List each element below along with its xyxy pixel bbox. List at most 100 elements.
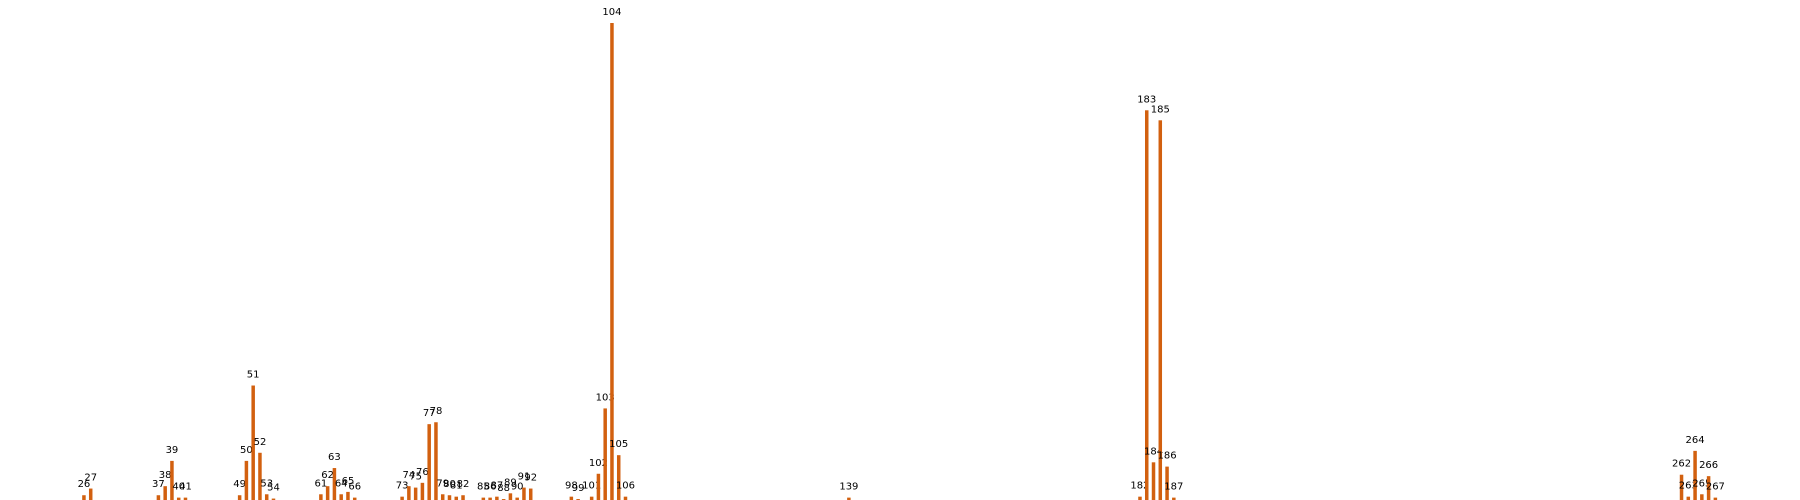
bar xyxy=(88,488,93,500)
bar-label: 51 xyxy=(247,370,260,381)
bar-label: 49 xyxy=(233,479,246,490)
bar-label: 75 xyxy=(409,472,422,483)
bar xyxy=(488,497,492,500)
bar xyxy=(481,497,486,500)
bar-label: 82 xyxy=(457,479,470,490)
bar-label: 98 xyxy=(565,481,578,492)
bar-label: 76 xyxy=(416,467,429,478)
bar-label: 78 xyxy=(430,406,443,417)
bar xyxy=(1693,450,1697,500)
bar xyxy=(1165,466,1169,500)
bar-label: 265 xyxy=(1692,478,1711,489)
bar-label: 81 xyxy=(450,481,463,492)
bar xyxy=(522,487,526,500)
bar xyxy=(1706,476,1711,500)
bar xyxy=(447,495,452,500)
bar xyxy=(332,468,337,500)
bar xyxy=(271,498,276,500)
bar xyxy=(156,495,161,500)
bar xyxy=(400,496,404,500)
bar xyxy=(847,497,851,500)
bar xyxy=(610,23,614,500)
bar xyxy=(325,486,330,500)
bar-label: 54 xyxy=(267,483,280,494)
bar-label: 66 xyxy=(348,482,361,493)
bar xyxy=(1686,496,1691,500)
bar-label: 41 xyxy=(179,482,192,493)
bar-label: 40 xyxy=(172,482,185,493)
bar-label: 39 xyxy=(166,445,179,456)
bar-label: 183 xyxy=(1137,94,1156,105)
bar xyxy=(237,495,242,500)
bar-label: 186 xyxy=(1158,451,1177,462)
bar xyxy=(508,493,513,500)
bar xyxy=(170,460,174,500)
bar-label: 52 xyxy=(254,437,267,448)
bar-label: 184 xyxy=(1144,446,1163,457)
bar-label: 99 xyxy=(572,483,585,494)
bar xyxy=(346,491,350,500)
bar xyxy=(319,494,323,500)
bar-label: 92 xyxy=(524,473,537,484)
bar xyxy=(623,496,628,500)
bar xyxy=(434,422,438,500)
bar xyxy=(528,488,533,500)
bar xyxy=(407,486,411,500)
bar-label: 63 xyxy=(328,452,341,463)
bar-label: 85 xyxy=(477,482,490,493)
bar xyxy=(1713,497,1718,500)
bar-label: 106 xyxy=(616,481,635,492)
bar-label: 185 xyxy=(1151,104,1170,115)
bar xyxy=(569,496,574,500)
bar xyxy=(251,385,255,500)
bar-label: 77 xyxy=(423,408,436,419)
bar-label: 74 xyxy=(403,470,416,481)
bar-label: 65 xyxy=(342,476,355,487)
bar-label: 187 xyxy=(1164,482,1183,493)
bar xyxy=(264,494,269,500)
bar xyxy=(1151,462,1156,500)
bar-label: 267 xyxy=(1706,482,1725,493)
bar xyxy=(495,496,499,500)
bar xyxy=(1138,496,1142,500)
bar-label: 62 xyxy=(321,470,334,481)
bar xyxy=(420,482,425,500)
bar-label: 182 xyxy=(1130,481,1149,492)
bar xyxy=(339,494,343,500)
bar xyxy=(1144,110,1149,500)
bar-label: 61 xyxy=(315,478,328,489)
bar-label: 53 xyxy=(260,478,273,489)
bar-label: 266 xyxy=(1699,460,1718,471)
bar-label: 79 xyxy=(436,478,449,489)
bar-label: 139 xyxy=(839,482,858,493)
bar xyxy=(596,473,601,500)
bar-label: 102 xyxy=(589,458,608,469)
bar-label: 90 xyxy=(511,482,524,493)
bar xyxy=(176,497,181,500)
bar-label: 101 xyxy=(582,481,601,492)
bar xyxy=(1172,497,1176,500)
bar-label: 27 xyxy=(84,473,97,484)
bar-label: 103 xyxy=(596,392,615,403)
bar-label: 89 xyxy=(504,477,517,488)
bar-label: 86 xyxy=(484,482,497,493)
bar xyxy=(352,497,357,500)
bar xyxy=(82,495,86,500)
bar-label: 50 xyxy=(240,445,253,456)
bar xyxy=(244,460,249,500)
bar xyxy=(183,497,188,500)
bar-label: 87 xyxy=(491,481,504,492)
bar xyxy=(1700,494,1704,500)
bar xyxy=(603,408,607,500)
bar xyxy=(427,424,431,500)
bar xyxy=(515,497,519,500)
bar-label: 38 xyxy=(159,470,172,481)
bar-label: 263 xyxy=(1679,481,1698,492)
bar-label: 105 xyxy=(609,439,628,450)
bar xyxy=(1679,474,1684,500)
bar-label: 26 xyxy=(78,479,91,490)
bar-label: 91 xyxy=(518,472,531,483)
bar xyxy=(454,496,459,500)
bar-label: 64 xyxy=(335,478,348,489)
